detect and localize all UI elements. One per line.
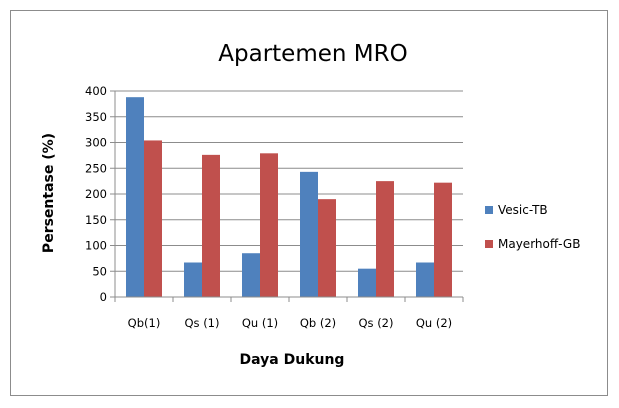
bar-mayerhoff-gb-2 — [260, 153, 278, 297]
gridlines — [115, 90, 463, 272]
bar-vesic-tb-1 — [184, 262, 202, 297]
bar-mayerhoff-gb-3 — [318, 199, 336, 297]
x-axis-title: Daya Dukung — [240, 352, 345, 368]
chart-title: Apartemen MRO — [218, 41, 407, 67]
y-tick-label: 350 — [85, 110, 107, 124]
bar-mayerhoff-gb-4 — [376, 181, 394, 297]
bar-mayerhoff-gb-1 — [202, 154, 220, 297]
legend: Vesic-TB Mayerhoff-GB — [485, 203, 580, 251]
x-tick-label: Qs (1) — [185, 316, 220, 330]
legend-swatch-vesic-tb — [485, 206, 493, 214]
bar-vesic-tb-0 — [126, 97, 144, 298]
x-tick-label: Qu (2) — [416, 316, 452, 330]
chart-frame: Apartemen MRO 0 50 100 150 200 250 300 350 400 Q… — [10, 10, 608, 396]
bar-vesic-tb-3 — [300, 171, 318, 297]
y-tick-label: 150 — [85, 213, 107, 227]
bar-mayerhoff-gb-0 — [144, 140, 162, 297]
x-axis-ticks: Qb(1) Qs (1) Qu (1) Qb (2) Qs (2) Qu (2) — [114, 297, 464, 330]
legend-swatch-mayerhoff-gb — [485, 240, 493, 248]
bar-vesic-tb-2 — [242, 253, 260, 297]
bar-mayerhoff-gb-5 — [434, 182, 452, 297]
y-tick-label: 200 — [85, 187, 107, 201]
y-axis-title: Persentase (%) — [41, 133, 57, 253]
y-tick-label: 300 — [85, 136, 107, 150]
x-tick-label: Qs (2) — [359, 316, 394, 330]
bar-vesic-tb-4 — [358, 268, 376, 297]
y-tick-label: 0 — [100, 290, 107, 304]
bar-chart: Apartemen MRO 0 50 100 150 200 250 300 350 400 Q… — [41, 41, 580, 368]
y-tick-label: 250 — [85, 161, 107, 175]
bars — [126, 97, 452, 298]
x-tick-label: Qu (1) — [242, 316, 278, 330]
y-axis-ticks: 0 50 100 150 200 250 300 350 400 — [85, 84, 115, 304]
bar-vesic-tb-5 — [416, 262, 434, 297]
x-tick-label: Qb(1) — [128, 316, 161, 330]
legend-label: Vesic-TB — [498, 203, 548, 217]
y-tick-label: 50 — [92, 264, 107, 278]
y-tick-label: 400 — [85, 84, 107, 98]
legend-label: Mayerhoff-GB — [498, 237, 580, 251]
x-tick-label: Qb (2) — [300, 316, 336, 330]
y-tick-label: 100 — [85, 239, 107, 253]
